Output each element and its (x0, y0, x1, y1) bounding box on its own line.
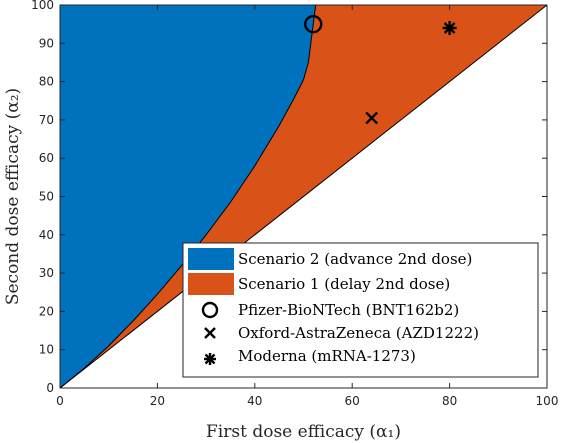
x-tick-label: 40 (247, 394, 262, 408)
y-axis-label: Second dose efficacy (α₂) (3, 88, 23, 305)
y-tick-label: 40 (39, 228, 54, 242)
x-tick-label: 80 (442, 394, 457, 408)
legend: Scenario 2 (advance 2nd dose) Scenario 1… (182, 242, 539, 378)
y-tick-label: 90 (39, 36, 54, 50)
x-axis-label: First dose efficacy (α₁) (206, 422, 401, 442)
legend-label-scenario-2: Scenario 2 (advance 2nd dose) (238, 250, 472, 268)
y-tick-label: 80 (39, 75, 54, 89)
x-tick-label: 20 (150, 394, 165, 408)
legend-label-oxford: Oxford-AstraZeneca (AZD1222) (238, 324, 479, 342)
y-tick-label: 100 (31, 0, 54, 12)
x-tick-label: 0 (56, 394, 64, 408)
y-tick-label: 10 (39, 343, 54, 357)
y-tick-label: 50 (39, 190, 54, 204)
legend-box (182, 242, 539, 378)
y-tick-label: 0 (46, 381, 54, 395)
legend-label-scenario-1: Scenario 1 (delay 2nd dose) (238, 275, 450, 293)
point-asterisk (442, 20, 457, 35)
y-tick-label: 30 (39, 266, 54, 280)
point-circle (304, 14, 323, 34)
region-scenario-2 (60, 5, 316, 388)
y-tick-label: 20 (39, 304, 54, 318)
legend-marker-circle (201, 301, 219, 319)
diagonal-line (59, 4, 548, 389)
legend-marker-asterisk (204, 353, 216, 365)
legend-swatch-scenario-2 (188, 248, 234, 270)
x-tick-label: 100 (536, 394, 559, 408)
y-tick-label: 70 (39, 113, 54, 127)
x-tick-label: 60 (345, 394, 360, 408)
point-x (365, 111, 379, 125)
legend-label-moderna: Moderna (mRNA-1273) (238, 347, 416, 365)
legend-label-pfizer: Pfizer-BioNTech (BNT162b2) (238, 301, 459, 319)
boundary-curve (59, 4, 317, 389)
y-tick-label: 60 (39, 151, 54, 165)
legend-swatch-scenario-1 (188, 273, 234, 295)
legend-marker-x (204, 327, 216, 339)
